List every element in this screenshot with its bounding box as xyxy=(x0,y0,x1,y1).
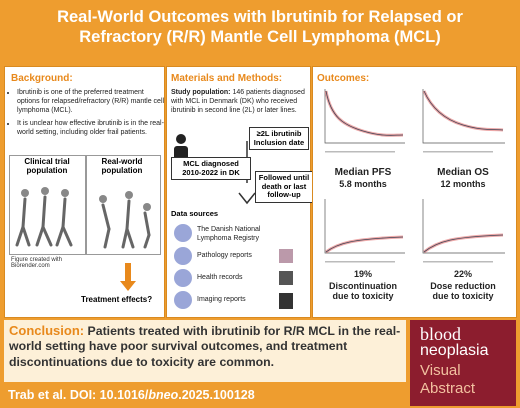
text: 146 patients diagnosed with MCL in Denma… xyxy=(171,89,305,114)
trial-label: Clinical trial population xyxy=(24,157,70,175)
background-panel: Background: Ibrutinib is one of the pref… xyxy=(4,66,165,318)
pfs-label: Median PFS xyxy=(334,167,392,178)
methods-panel: Materials and Methods: Study population:… xyxy=(166,66,313,318)
bullet: It is unclear how effective ibrutinib is… xyxy=(17,120,167,138)
rw-label: Real-world population xyxy=(101,157,143,175)
bullets: Ibrutinib is one of the preferred treatm… xyxy=(5,89,167,138)
heading: Outcomes: xyxy=(317,73,370,84)
conclusion: Conclusion: Patients treated with ibruti… xyxy=(4,320,406,382)
label: Study population: xyxy=(171,89,231,96)
title: Real-World Outcomes with Ibrutinib for R… xyxy=(57,8,463,46)
study-population: Study population: 146 patients diagnosed… xyxy=(171,89,307,115)
part: .2025.100128 xyxy=(178,388,255,402)
os-label: Median OS xyxy=(437,167,489,178)
trial-box xyxy=(9,155,87,255)
disc-label: 19% xyxy=(353,269,372,279)
bullet: Ibrutinib is one of the preferred treatm… xyxy=(17,89,167,115)
heading: Materials and Methods: xyxy=(171,73,283,84)
os-value: 12 months xyxy=(440,179,486,189)
arrow xyxy=(120,263,136,291)
source: Imaging reports xyxy=(197,296,246,303)
question: Treatment effects? xyxy=(81,295,153,304)
label: Conclusion: xyxy=(9,323,85,338)
line2: Abstract xyxy=(420,380,476,397)
people xyxy=(15,187,151,291)
text: Patients treated with ibrutinib for R/R … xyxy=(9,324,401,369)
pfs-value: 5.8 months xyxy=(339,179,387,189)
outcomes-panel: Outcomes: Median PFS 5.8 months Median O… xyxy=(312,66,517,318)
box: Followed until death or last follow-up xyxy=(255,171,313,203)
source: The Danish National Lymphoma Registry xyxy=(197,226,261,242)
box: MCL diagnosed 2010-2022 in DK xyxy=(171,157,251,181)
disc-value: Discontinuation due to toxicity xyxy=(329,281,397,301)
part: bneo xyxy=(148,388,179,402)
line1: Visual xyxy=(420,362,461,379)
sources-heading: Data sources xyxy=(171,209,219,218)
citation: Trab et al. DOI: 10.1016/bneo.2025.10012… xyxy=(8,388,255,402)
source: Health records xyxy=(197,274,243,281)
mini-charts xyxy=(324,89,505,263)
dose-value: Dose reduction due to toxicity xyxy=(430,281,496,301)
heading: Background: xyxy=(11,73,73,84)
part: Trab et al. DOI: 10.1016/ xyxy=(8,388,149,402)
logo: blood neoplasia Visual Abstract xyxy=(410,320,516,406)
brand: blood xyxy=(420,324,462,344)
journal: neoplasia xyxy=(420,342,489,359)
source: Pathology reports xyxy=(197,252,252,259)
box: ≥2L ibrutinib Inclusion date xyxy=(249,127,309,151)
dose-label: 22% xyxy=(453,269,472,279)
credit: Figure created with Biorender.com xyxy=(11,257,63,269)
rw-box xyxy=(85,155,161,255)
